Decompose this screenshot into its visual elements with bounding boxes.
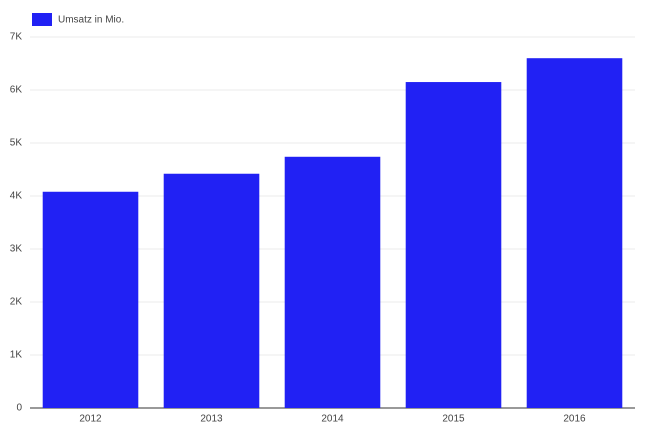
x-tick-label: 2016 bbox=[563, 414, 586, 425]
bar bbox=[526, 58, 623, 408]
x-tick-label: 2012 bbox=[79, 414, 102, 425]
y-tick-label: 2K bbox=[10, 297, 23, 308]
legend-label: Umsatz in Mio. bbox=[58, 15, 124, 26]
x-tick-label: 2013 bbox=[200, 414, 223, 425]
y-tick-label: 6K bbox=[10, 85, 23, 96]
y-tick-label: 1K bbox=[10, 350, 23, 361]
y-tick-label: 0 bbox=[16, 403, 22, 414]
y-tick-label: 4K bbox=[10, 191, 23, 202]
x-tick-label: 2015 bbox=[442, 414, 465, 425]
bar bbox=[42, 191, 139, 408]
bar bbox=[405, 82, 502, 409]
legend-swatch bbox=[32, 13, 52, 26]
bar bbox=[163, 173, 260, 408]
y-tick-label: 5K bbox=[10, 138, 23, 149]
bar bbox=[284, 156, 381, 408]
x-tick-label: 2014 bbox=[321, 414, 344, 425]
y-tick-label: 7K bbox=[10, 32, 23, 43]
y-tick-label: 3K bbox=[10, 244, 23, 255]
